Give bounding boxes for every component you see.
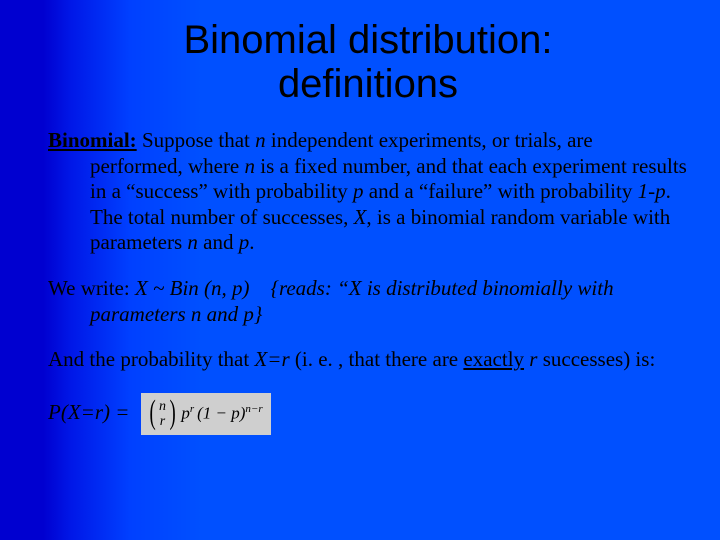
prob-exactly: exactly <box>463 347 524 371</box>
slide: Binomial distribution: definitions Binom… <box>0 0 720 540</box>
slide-title: Binomial distribution: definitions <box>48 18 688 106</box>
title-line-1: Binomial distribution: <box>183 18 552 62</box>
paren-left-icon: ( <box>149 396 155 430</box>
def-text-8: . <box>249 230 254 254</box>
prob-text-3: successes) is: <box>537 347 655 371</box>
def-var-p-1: p <box>353 179 364 203</box>
definition-paragraph: Binomial: Suppose that n independent exp… <box>48 128 688 256</box>
prob-xr: X=r <box>254 347 289 371</box>
formula-box: (nr)pr(1 − p)n−r <box>141 393 271 435</box>
title-line-2: definitions <box>278 62 458 106</box>
paren-right-icon: ) <box>170 396 176 430</box>
def-text-7: and <box>198 230 239 254</box>
definition-lead: Binomial: <box>48 128 137 152</box>
binom-top: n <box>159 399 166 414</box>
formula-line: P(X=r) = (nr)pr(1 − p)n−r <box>48 393 688 435</box>
write-gap <box>250 276 271 300</box>
term1-sup: r <box>190 403 194 415</box>
formula-term-1: pr <box>181 403 194 424</box>
def-text-1: Suppose that <box>137 128 255 152</box>
def-var-1minusp: 1-p <box>638 179 666 203</box>
binom-bottom: r <box>160 414 165 429</box>
prob-text-2: (i. e. , that there are <box>290 347 464 371</box>
term2-base: (1 − p) <box>197 404 245 423</box>
formula-lhs: P(X=r) = <box>48 400 129 424</box>
binom-stack: nr <box>159 399 166 429</box>
def-text-4: and a “failure” with probability <box>364 179 638 203</box>
write-text-1: We write: <box>48 276 135 300</box>
term2-sup: n−r <box>245 403 262 415</box>
we-write-paragraph: We write: X ~ Bin (n, p) {reads: “X is d… <box>48 276 688 327</box>
term1-base: p <box>181 404 190 423</box>
probability-paragraph: And the probability that X=r (i. e. , th… <box>48 347 688 373</box>
def-var-p-2: p <box>239 230 250 254</box>
write-expression: X ~ Bin (n, p) <box>135 276 250 300</box>
slide-body: Binomial: Suppose that n independent exp… <box>48 128 688 435</box>
def-var-n-3: n <box>187 230 198 254</box>
def-var-n-2: n <box>245 154 256 178</box>
def-var-n-1: n <box>255 128 266 152</box>
formula-term-2: (1 − p)n−r <box>197 403 263 424</box>
prob-text-1: And the probability that <box>48 347 254 371</box>
def-var-X: X <box>354 205 367 229</box>
